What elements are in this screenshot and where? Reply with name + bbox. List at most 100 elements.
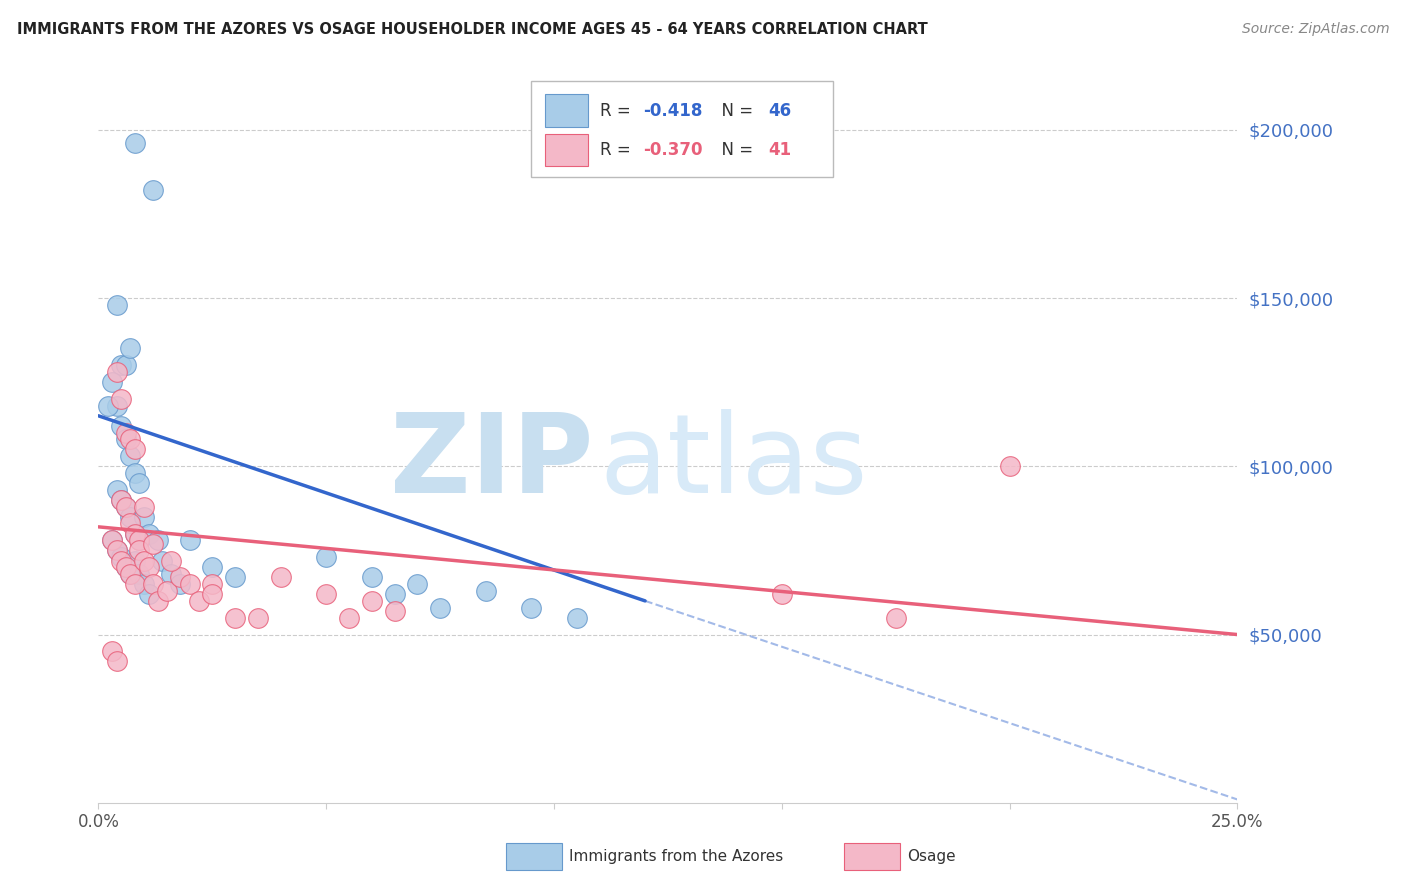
Point [270,570,292,584]
Point [105,365,128,379]
Point [169,577,191,591]
Point [384,604,406,618]
Point [142,536,165,550]
Point [429,600,451,615]
Point [160,553,183,567]
Point [114,560,136,574]
Point [110,492,132,507]
Point [128,476,150,491]
Point [105,399,128,413]
Text: Osage: Osage [907,849,956,863]
Point [142,183,165,197]
Point [120,449,142,463]
Text: R =: R = [599,141,636,159]
Point [124,553,146,567]
Text: N =: N = [711,141,758,159]
Text: Source: ZipAtlas.com: Source: ZipAtlas.com [1241,22,1389,37]
Point [201,577,224,591]
Text: -0.370: -0.370 [643,141,702,159]
Text: IMMIGRANTS FROM THE AZORES VS OSAGE HOUSEHOLDER INCOME AGES 45 - 64 YEARS CORREL: IMMIGRANTS FROM THE AZORES VS OSAGE HOUS… [17,22,928,37]
Point [520,600,543,615]
Point [114,500,136,514]
Point [110,359,132,373]
Point [998,459,1021,474]
Text: 46: 46 [768,102,792,120]
Point [315,587,337,601]
Point [105,483,128,497]
Point [884,610,907,624]
Point [120,509,142,524]
Point [337,610,360,624]
Point [120,433,142,447]
FancyBboxPatch shape [531,81,832,178]
Point [128,533,150,548]
Point [565,610,588,624]
Point [201,560,224,574]
Point [105,655,128,669]
Point [124,136,146,151]
Text: N =: N = [711,102,758,120]
Point [179,577,201,591]
Point [146,594,169,608]
Point [146,533,169,548]
Point [132,577,155,591]
Point [315,550,337,565]
Point [124,526,146,541]
Point [114,433,136,447]
Point [128,566,150,581]
Point [124,526,146,541]
Point [224,610,246,624]
Point [105,298,128,312]
Point [101,644,124,658]
Point [160,566,183,581]
Point [201,587,224,601]
Point [101,533,124,548]
Point [114,359,136,373]
Point [770,587,793,601]
Point [224,570,246,584]
Point [156,583,179,598]
Point [110,553,132,567]
Point [101,533,124,548]
Point [110,392,132,406]
Point [132,500,155,514]
Point [124,466,146,480]
Point [179,533,201,548]
Point [360,570,382,584]
Point [110,550,132,565]
Point [169,570,191,584]
Point [142,577,165,591]
Point [105,543,128,558]
Point [406,577,429,591]
Point [138,526,160,541]
Point [128,543,150,558]
Point [246,610,269,624]
Point [110,492,132,507]
Point [96,399,118,413]
Text: -0.418: -0.418 [643,102,702,120]
Point [138,587,160,601]
Point [120,516,142,531]
Text: Immigrants from the Azores: Immigrants from the Azores [569,849,783,863]
Point [384,587,406,601]
Point [360,594,382,608]
Point [114,560,136,574]
Point [110,418,132,433]
Point [101,375,124,389]
Text: R =: R = [599,102,636,120]
Point [114,500,136,514]
Text: 41: 41 [768,141,792,159]
Point [120,342,142,356]
Point [132,509,155,524]
Point [128,533,150,548]
Point [120,566,142,581]
Point [124,577,146,591]
Point [138,560,160,574]
Point [474,583,496,598]
Text: ZIP: ZIP [391,409,593,516]
FancyBboxPatch shape [546,134,588,166]
Point [132,553,155,567]
FancyBboxPatch shape [546,95,588,127]
Point [114,425,136,440]
Point [187,594,209,608]
